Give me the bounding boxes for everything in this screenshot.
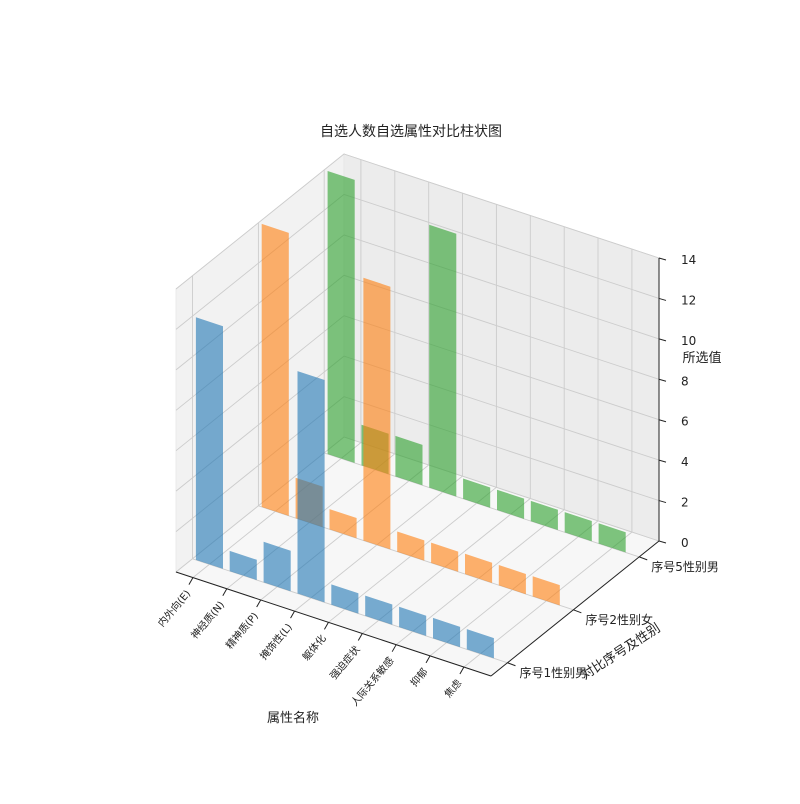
x-tick-label: 内外向(E) [155, 587, 193, 629]
z-tick [658, 419, 667, 423]
z-tick [658, 257, 667, 261]
z-tick-label: 0 [681, 536, 689, 550]
bar-1-3 [263, 541, 291, 592]
bar-1-7 [399, 606, 427, 636]
y-tick [573, 609, 582, 614]
y-tick [639, 556, 648, 561]
z-tick [658, 459, 667, 463]
bar-1-6 [365, 595, 393, 625]
bar-2-1 [261, 223, 289, 516]
bar-3-3 [395, 435, 423, 486]
z-tick [658, 338, 667, 342]
x-gridline [192, 159, 362, 578]
z-tick-label: 10 [681, 334, 696, 348]
bar-3-4 [429, 224, 457, 497]
y-gridline [257, 222, 574, 611]
x-tick-label: 人际关系敏感 [348, 654, 397, 708]
bar-2-5 [397, 531, 425, 561]
z-axis-label: 所选值 [682, 350, 721, 366]
x-axis-label: 属性名称 [267, 710, 319, 726]
bar-1-2 [229, 550, 257, 580]
bar-3-9 [598, 523, 626, 553]
x-tick [256, 599, 262, 608]
x-gridline [294, 193, 463, 612]
y-gridline [192, 275, 508, 664]
bar-2-6 [431, 542, 459, 572]
z-tick-label: 2 [681, 496, 689, 510]
z-tick-label: 6 [681, 415, 689, 429]
x-gridline [429, 237, 599, 657]
x-tick [425, 655, 431, 664]
bar-3-8 [564, 512, 592, 542]
x-gridline [463, 249, 633, 668]
x-gridline [395, 226, 565, 646]
bar-1-9 [466, 629, 494, 659]
y-tick [507, 662, 516, 667]
x-tick-label: 躯体化 [299, 632, 328, 663]
y-axis-label: 对比序号及性别 [579, 621, 664, 683]
z-tick-label: 12 [681, 293, 696, 307]
bar-3-5 [463, 478, 491, 508]
x-tick [222, 588, 228, 597]
bar-3-1 [327, 171, 355, 463]
x-tick [459, 666, 465, 675]
bar-3-6 [497, 489, 525, 519]
z-tick [658, 378, 667, 382]
y-tick-label: 序号5性别男 [651, 559, 719, 574]
x-tick-label: 强迫症状 [327, 643, 363, 682]
x-axis-line [175, 571, 492, 677]
bar-1-4 [297, 371, 325, 603]
x-tick [188, 577, 194, 585]
bar-2-9 [532, 576, 560, 606]
bar-1-1 [195, 317, 223, 569]
x-tick-label: 焦虑 [441, 677, 464, 701]
x-tick-label: 神经质(N) [188, 598, 227, 641]
z-tick [658, 500, 667, 504]
bar-3-7 [530, 500, 558, 530]
x-tick-label: 掩饰性(L) [257, 621, 295, 663]
x-tick [290, 610, 295, 619]
z-tick [658, 297, 667, 301]
y-axis-line [490, 540, 660, 677]
bar-2-4 [363, 277, 391, 550]
bar-2-3 [329, 509, 357, 539]
y-tick-label: 序号2性别女 [585, 612, 653, 627]
chart-title: 自选人数自选属性对比柱状图 [320, 124, 502, 140]
x-tick-label: 抑郁 [408, 665, 431, 689]
z-tick [658, 540, 667, 544]
x-tick [357, 633, 363, 641]
x-gridline [362, 215, 531, 634]
y-tick-label: 序号1性别男 [519, 665, 587, 680]
x-tick [391, 644, 397, 652]
z-tick-label: 4 [681, 455, 689, 469]
bar-1-5 [331, 584, 359, 614]
bar-2-8 [498, 565, 526, 595]
bar-1-8 [433, 617, 461, 648]
x-gridline [226, 170, 396, 590]
z-tick-label: 8 [681, 374, 689, 388]
x-gridline [328, 204, 497, 623]
x-tick-label: 精神质(P) [223, 609, 261, 651]
x-tick [323, 622, 329, 630]
z-gridline [175, 153, 660, 290]
bar-2-7 [465, 553, 493, 583]
z-tick-label: 14 [681, 253, 696, 267]
